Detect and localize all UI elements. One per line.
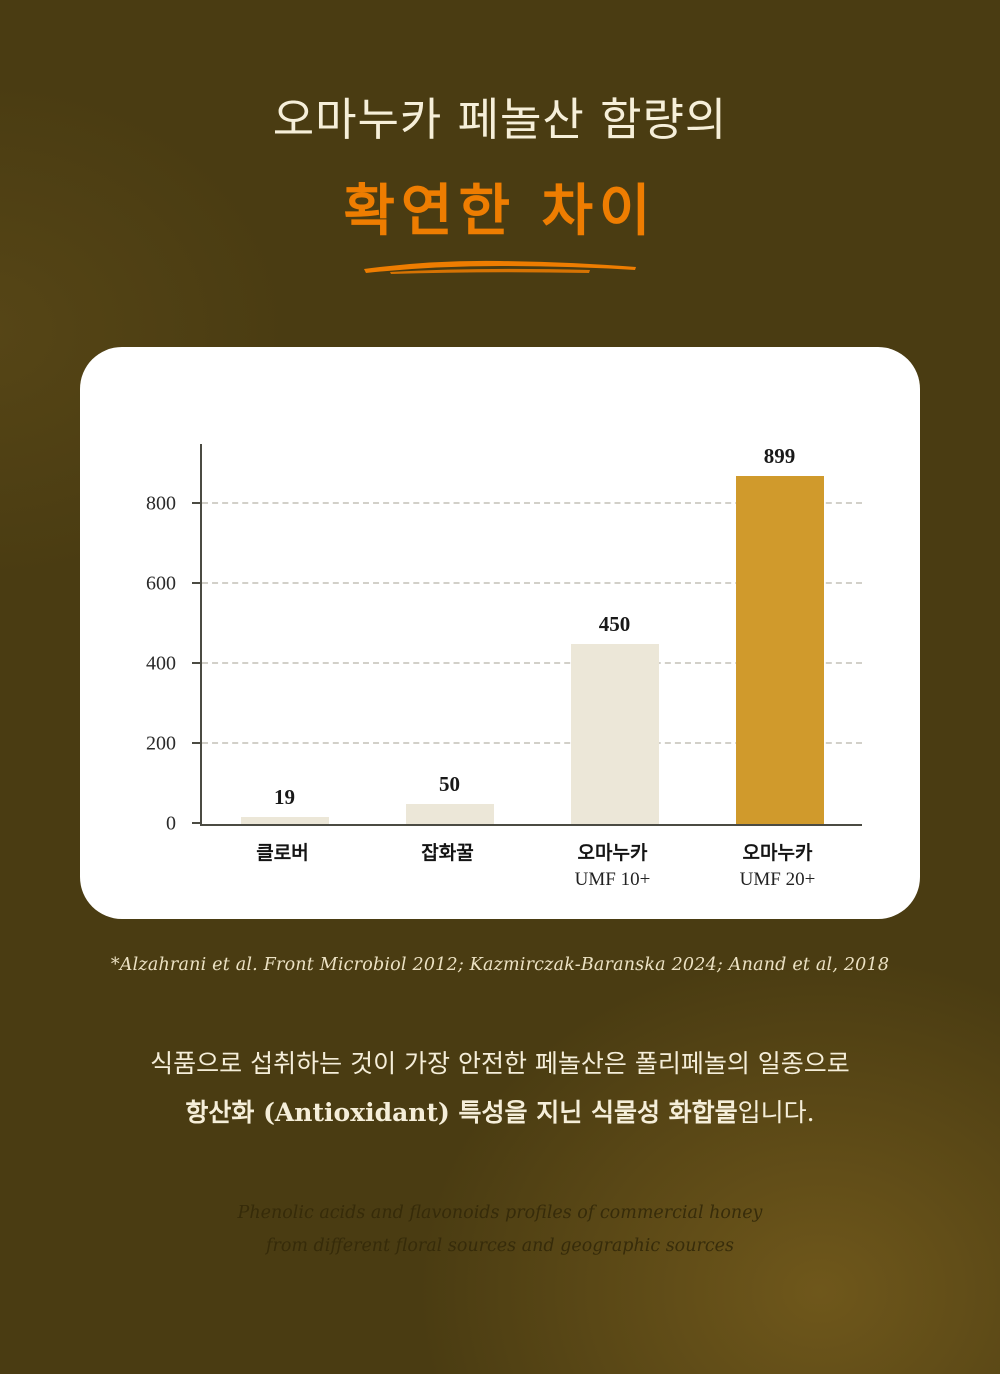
y-tick-mark	[192, 662, 202, 665]
gridline	[202, 582, 862, 585]
source-citation: *Alzahrani et al. Front Microbiol 2012; …	[110, 955, 890, 976]
bar-chart-plot: 19 50 450 899	[192, 444, 862, 827]
bar	[240, 816, 329, 825]
x-category: 클로버	[200, 838, 365, 891]
x-axis-labels: 클로버 잡화꿀 오마누카 UMF 10+ 오마누카 UMF 20+	[200, 838, 860, 891]
x-category-sublabel: UMF 10+	[574, 869, 651, 891]
x-category-label: 클로버	[256, 843, 309, 865]
bar-value-label: 450	[598, 612, 631, 637]
x-category: 잡화꿀	[365, 838, 530, 891]
bar-value-label: 899	[763, 444, 796, 469]
y-tick-label: 0	[166, 812, 176, 835]
bar-value-label: 50	[439, 772, 460, 797]
y-tick-label: 600	[146, 572, 176, 595]
gridline	[202, 662, 862, 665]
x-category-sublabel: UMF 20+	[739, 869, 816, 891]
body-text-line2: 항산화 (Antioxidant) 특성을 지닌 식물성 화합물입니다.	[0, 1100, 1000, 1125]
y-tick-mark	[192, 742, 202, 745]
x-category-label: 잡화꿀	[421, 843, 474, 865]
bar-value-label: 19	[274, 784, 295, 809]
footnote-line2: from different floral sources and geogra…	[266, 1235, 734, 1256]
gridline	[202, 502, 862, 505]
gridlines	[202, 444, 862, 824]
x-category-label: 오마누카	[742, 843, 813, 865]
bar-column: 450	[532, 444, 697, 825]
y-axis-labels: 0 200 400 600 800	[80, 444, 192, 835]
bar-column: 19	[202, 444, 367, 825]
y-tick-label: 400	[146, 652, 176, 675]
y-tick-mark	[192, 502, 202, 505]
footnote: Phenolic acids and flavonoids profiles o…	[0, 1197, 1000, 1262]
body-text: 식품으로 섭취하는 것이 가장 안전한 페놀산은 폴리페놀의 일종으로 항산화 …	[0, 1051, 1000, 1125]
footnote-line1: Phenolic acids and flavonoids profiles o…	[237, 1203, 763, 1224]
body-text-rest: 입니다.	[737, 1098, 815, 1128]
page-title-line2: 확연한 차이	[343, 178, 657, 245]
y-tick-label: 200	[146, 732, 176, 755]
bar-column: 899	[697, 444, 862, 825]
brush-underline-icon	[0, 257, 1000, 275]
bar	[735, 476, 824, 825]
x-category: 오마누카 UMF 20+	[695, 838, 860, 891]
bar	[405, 804, 494, 825]
y-tick-mark	[192, 822, 202, 825]
chart-card: 0 200 400 600 800 19 50 450 899 클로버 잡화꿀 오마누카 UMF 1…	[80, 347, 920, 920]
bar-column: 50	[367, 444, 532, 825]
x-category: 오마누카 UMF 10+	[530, 838, 695, 891]
body-text-line1: 식품으로 섭취하는 것이 가장 안전한 페놀산은 폴리페놀의 일종으로	[150, 1049, 850, 1079]
y-tick-label: 800	[146, 492, 176, 515]
page-title-line1: 오마누카 페놀산 함량의	[272, 93, 728, 146]
bar	[570, 644, 659, 825]
bars-container: 19 50 450 899	[202, 444, 862, 825]
body-text-bold: 항산화 (Antioxidant) 특성을 지닌 식물성 화합물	[185, 1098, 738, 1128]
x-category-label: 오마누카	[577, 843, 648, 865]
gridline	[202, 742, 862, 745]
header: 오마누카 페놀산 함량의 확연한 차이	[0, 0, 1000, 275]
y-tick-mark	[192, 582, 202, 585]
